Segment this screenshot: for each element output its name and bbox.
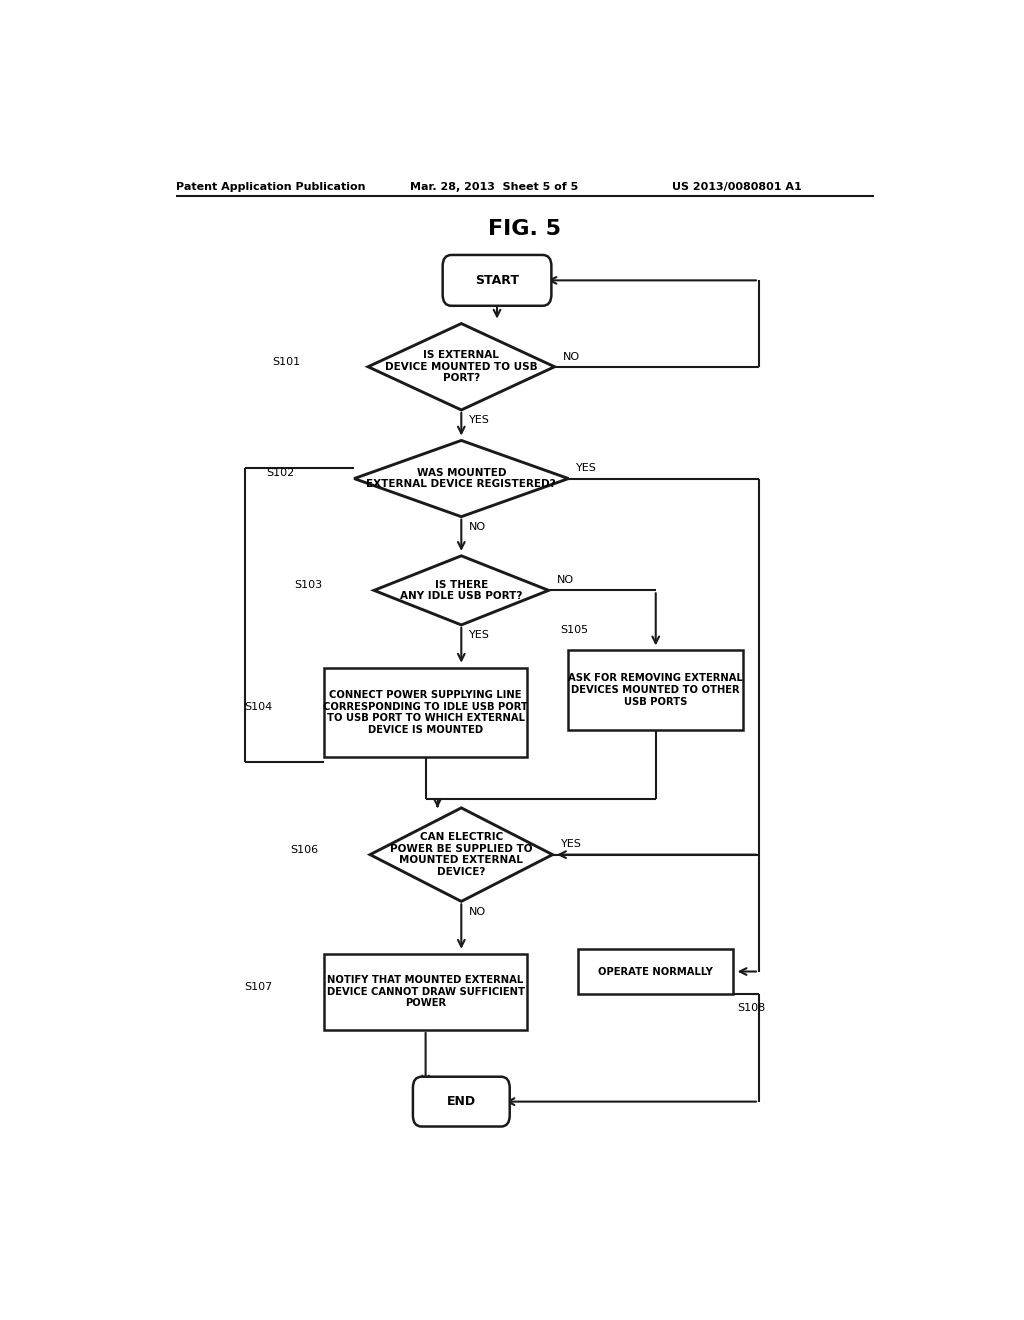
Text: IS EXTERNAL
DEVICE MOUNTED TO USB
PORT?: IS EXTERNAL DEVICE MOUNTED TO USB PORT? [385,350,538,383]
FancyBboxPatch shape [568,651,743,730]
Text: NOTIFY THAT MOUNTED EXTERNAL
DEVICE CANNOT DRAW SUFFICIENT
POWER: NOTIFY THAT MOUNTED EXTERNAL DEVICE CANN… [327,975,524,1008]
Text: FIG. 5: FIG. 5 [488,219,561,239]
Text: YES: YES [560,840,582,850]
Text: S101: S101 [272,356,301,367]
Text: NO: NO [557,576,573,585]
Text: NO: NO [562,351,580,362]
Text: NO: NO [469,907,486,916]
Text: S106: S106 [291,845,318,854]
Text: Patent Application Publication: Patent Application Publication [176,182,366,191]
Text: END: END [446,1096,476,1107]
Polygon shape [368,323,555,411]
Text: START: START [475,273,519,286]
Text: YES: YES [469,630,490,640]
Text: NO: NO [469,521,486,532]
FancyBboxPatch shape [413,1077,510,1126]
FancyBboxPatch shape [325,954,526,1030]
FancyBboxPatch shape [325,668,526,758]
Polygon shape [374,556,549,624]
Text: S108: S108 [737,1002,765,1012]
Text: YES: YES [577,463,597,474]
Polygon shape [354,441,568,516]
Text: S102: S102 [266,469,295,478]
Polygon shape [370,808,553,902]
Text: OPERATE NORMALLY: OPERATE NORMALLY [598,966,713,977]
Text: S105: S105 [560,626,589,635]
Text: S103: S103 [294,581,323,590]
Text: CAN ELECTRIC
POWER BE SUPPLIED TO
MOUNTED EXTERNAL
DEVICE?: CAN ELECTRIC POWER BE SUPPLIED TO MOUNTE… [390,832,532,876]
Text: Mar. 28, 2013  Sheet 5 of 5: Mar. 28, 2013 Sheet 5 of 5 [410,182,578,191]
Text: S107: S107 [245,982,272,991]
FancyBboxPatch shape [442,255,551,306]
FancyBboxPatch shape [579,949,733,994]
Text: CONNECT POWER SUPPLYING LINE
CORRESPONDING TO IDLE USB PORT
TO USB PORT TO WHICH: CONNECT POWER SUPPLYING LINE CORRESPONDI… [324,690,528,735]
Text: WAS MOUNTED
EXTERNAL DEVICE REGISTERED?: WAS MOUNTED EXTERNAL DEVICE REGISTERED? [367,467,556,490]
Text: YES: YES [469,414,490,425]
Text: IS THERE
ANY IDLE USB PORT?: IS THERE ANY IDLE USB PORT? [400,579,522,601]
Text: US 2013/0080801 A1: US 2013/0080801 A1 [672,182,802,191]
Text: S104: S104 [245,702,272,713]
Text: ASK FOR REMOVING EXTERNAL
DEVICES MOUNTED TO OTHER
USB PORTS: ASK FOR REMOVING EXTERNAL DEVICES MOUNTE… [568,673,743,706]
